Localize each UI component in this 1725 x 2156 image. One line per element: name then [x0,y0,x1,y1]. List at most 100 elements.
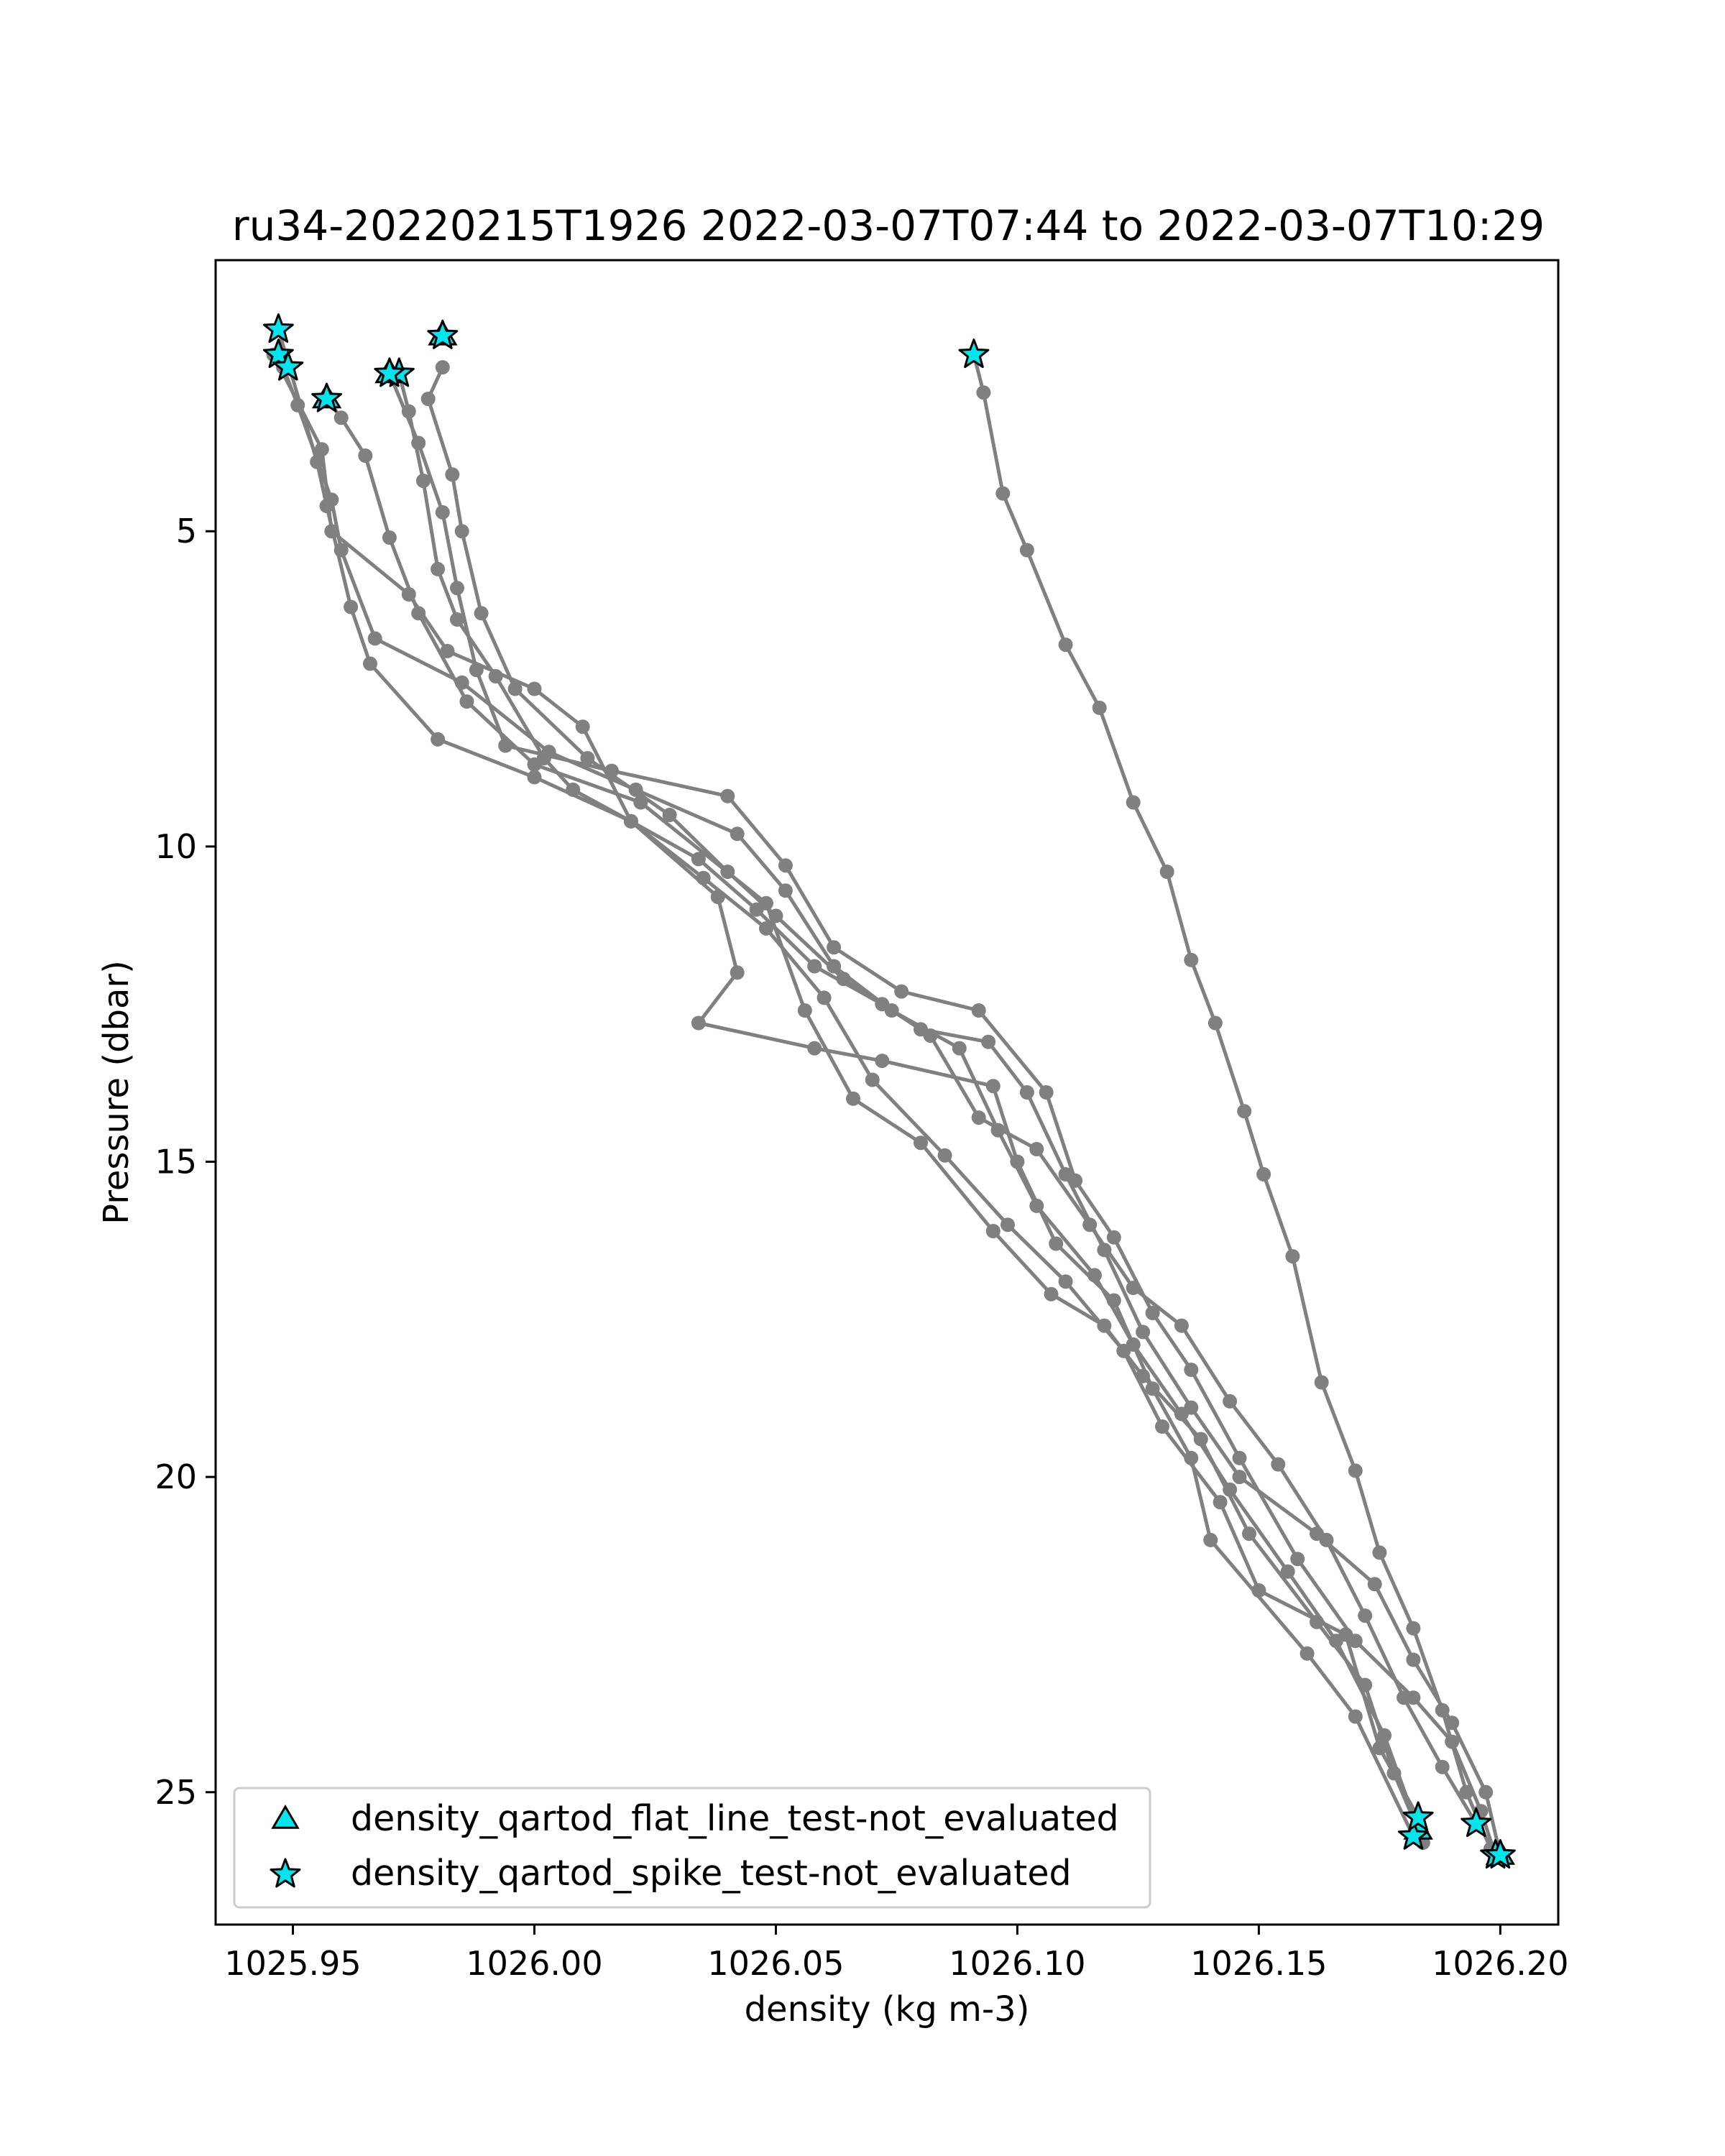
profile-point-7-24 [1478,1784,1494,1800]
profile-point-7-14 [1019,1085,1034,1100]
profile-line-4 [325,397,1420,1832]
profile-point-4-11 [846,1091,860,1106]
profile-point-7-8 [662,808,677,822]
profile-point-1-20 [1203,1532,1218,1547]
profile-point-1-21 [1300,1646,1315,1661]
profile-point-2-12 [865,1072,880,1087]
profile-point-6-10 [827,940,842,955]
profile-point-7-19 [1232,1470,1247,1485]
profile-point-8-3 [995,486,1011,501]
profile-line-2 [272,353,1420,1820]
y-tick-label-4: 20 [155,1457,197,1496]
profile-point-4-2 [334,410,349,425]
spike-marker-8 [958,338,990,369]
profile-point-6-3 [435,505,450,520]
profile-point-7-7 [580,751,595,765]
profile-point-2-14 [1000,1217,1015,1233]
profile-point-6-13 [1039,1085,1054,1100]
profile-point-5-3 [415,474,431,488]
profile-point-7-22 [1406,1652,1421,1667]
profile-point-7-11 [836,972,851,987]
y-tick-label-1: 5 [176,512,197,550]
profile-point-6-9 [778,858,793,873]
spike-marker-2 [262,338,294,369]
profile-point-1-14 [985,1079,1000,1094]
profile-point-2-19 [1251,1583,1266,1598]
profile-point-7-12 [914,1022,928,1037]
spike-marker-11 [1460,1807,1492,1838]
profile-point-4-5 [411,606,426,621]
profile-point-7-9 [720,865,735,879]
profile-point-1-7 [527,770,542,785]
profile-point-5-15 [971,1110,986,1125]
profile-point-6-21 [1406,1690,1421,1705]
profile-point-6-15 [1106,1230,1121,1245]
profile-point-6-4 [450,581,464,596]
profile-point-2-15 [1058,1274,1073,1289]
profile-point-3-3 [324,492,339,507]
spike-marker-3 [272,351,304,381]
profile-point-2-13 [937,1148,952,1163]
profile-point-4-19 [1310,1614,1324,1629]
profile-point-2-6 [527,681,542,696]
qc-markers [262,313,1516,1869]
profile-point-5-16 [1029,1142,1044,1156]
profile-point-7-2 [420,392,436,406]
profile-point-7-18 [1184,1400,1199,1415]
profile-point-8-14 [1314,1375,1329,1390]
profile-point-4-3 [358,448,373,463]
profile-point-8-15 [1348,1463,1363,1478]
spike-marker-6 [374,357,405,387]
legend-triangle-shape [271,1805,300,1829]
profile-point-7-13 [981,1034,996,1049]
profile-point-7-15 [1058,1167,1073,1181]
y-tick-label-5: 25 [155,1773,197,1812]
profile-point-1-22 [1348,1709,1363,1724]
plot-area [266,322,1508,1863]
spike-marker-1 [262,313,294,343]
x-tick-label-4: 1026.10 [949,1944,1085,1983]
profile-point-4-6 [459,694,474,709]
profile-point-3-5 [367,631,382,646]
profile-point-4-12 [914,1135,928,1151]
x-tick-label-3: 1026.05 [707,1944,844,1983]
profile-point-5-8 [566,782,581,797]
profile-point-3-17 [1126,1337,1141,1352]
profile-point-1-16 [1049,1236,1064,1251]
profile-point-3-20 [1280,1564,1295,1579]
profile-point-7-1 [435,360,450,375]
profile-point-8-4 [1019,543,1034,558]
profile-point-8-6 [1092,700,1107,715]
profile-point-1-5 [363,656,377,671]
profile-point-3-11 [827,959,842,974]
x-axis: 1025.95 1026.00 1026.05 1026.10 1026.15 1026.… [224,1925,1568,1983]
profile-point-7-4 [454,524,469,539]
profile-point-8-18 [1435,1703,1450,1718]
profile-point-2-18 [1213,1495,1228,1510]
profile-point-2-2 [314,442,329,457]
profile-point-4-15 [1097,1318,1112,1333]
profile-point-3-10 [778,883,793,898]
profile-point-7-6 [507,681,523,696]
profile-point-3-4 [334,543,349,558]
profile-point-1-11 [691,1015,706,1031]
profile-point-3-16 [1087,1268,1102,1283]
profile-point-8-10 [1208,1015,1223,1031]
profile-point-7-20 [1310,1526,1324,1542]
profile-point-4-20 [1358,1677,1373,1692]
profile-point-2-5 [440,643,455,658]
legend-triangle-marker [271,1805,300,1829]
profile-point-7-10 [768,908,783,923]
profile-point-8-17 [1406,1621,1421,1636]
profile-point-6-6 [498,738,513,753]
profile-point-4-16 [1136,1368,1151,1383]
profile-point-8-13 [1285,1249,1300,1264]
profile-point-6-18 [1232,1450,1247,1465]
profile-point-5-21 [1271,1457,1286,1472]
profile-point-8-5 [1058,637,1073,653]
profile-point-8-11 [1237,1104,1252,1119]
y-tick-label-3: 15 [155,1143,197,1181]
legend: density_qartod_flat_line_test-not_evalua… [233,1787,1151,1909]
x-axis-label: density (kg m-3) [745,1989,1030,2030]
